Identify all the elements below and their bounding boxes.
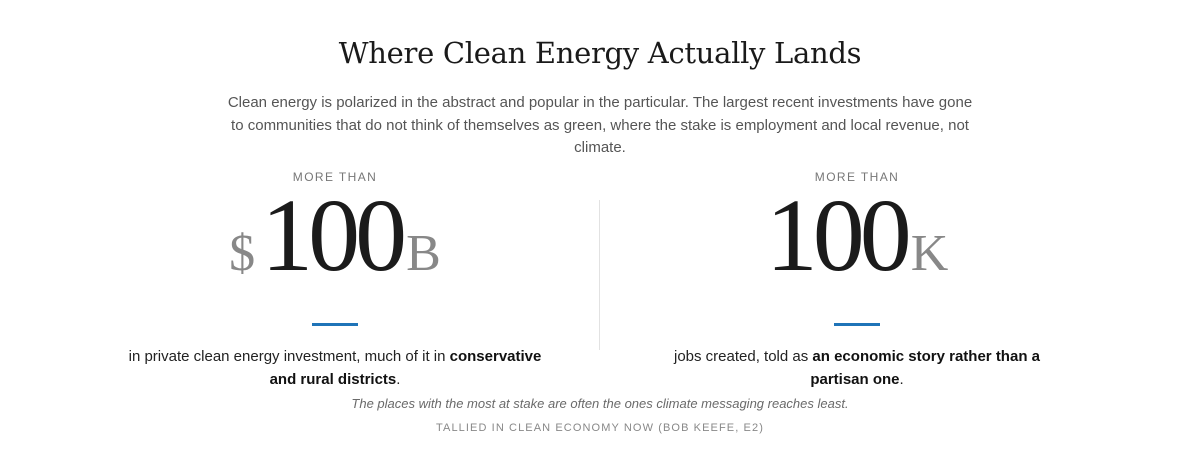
stat-eyebrow: MORE THAN — [292, 170, 378, 184]
desc-end: . — [396, 371, 401, 388]
accent-rule — [312, 323, 358, 326]
stat-prefix: $ — [229, 225, 256, 282]
desc-emphasis: conservative and rural districts — [269, 348, 542, 388]
stat-description: jobs created, told as an economic story … — [647, 345, 1067, 391]
column-divider — [599, 200, 600, 350]
stat-jobs: MORE THAN 100K jobs created, told as an … — [617, 168, 1097, 391]
takeaway-note: The places with the most at stake are of… — [351, 396, 849, 411]
desc-text: jobs created, told as — [674, 348, 813, 365]
stat-description: in private clean energy investment, much… — [125, 345, 545, 391]
source-credit: TALLIED IN CLEAN ECONOMY NOW (BOB KEEFE,… — [436, 422, 764, 434]
stat-number: 100 — [765, 178, 912, 293]
stat-investment: MORE THAN $100B in private clean energy … — [95, 168, 575, 391]
stat-suffix: B — [406, 225, 441, 282]
stat-figure: $100B — [95, 184, 575, 288]
page-title: Where Clean Energy Actually Lands — [338, 36, 862, 70]
intro-paragraph: Clean energy is polarized in the abstrac… — [227, 94, 973, 156]
desc-end: . — [899, 371, 904, 388]
stat-figure: 100K — [617, 184, 1097, 288]
stat-number: 100 — [261, 178, 407, 293]
accent-rule — [834, 323, 880, 326]
stat-eyebrow: MORE THAN — [814, 170, 900, 184]
desc-text: in private clean energy investment, much… — [128, 348, 450, 365]
stat-suffix: K — [910, 225, 949, 282]
desc-emphasis: an economic story rather than a partisan… — [810, 348, 1040, 388]
